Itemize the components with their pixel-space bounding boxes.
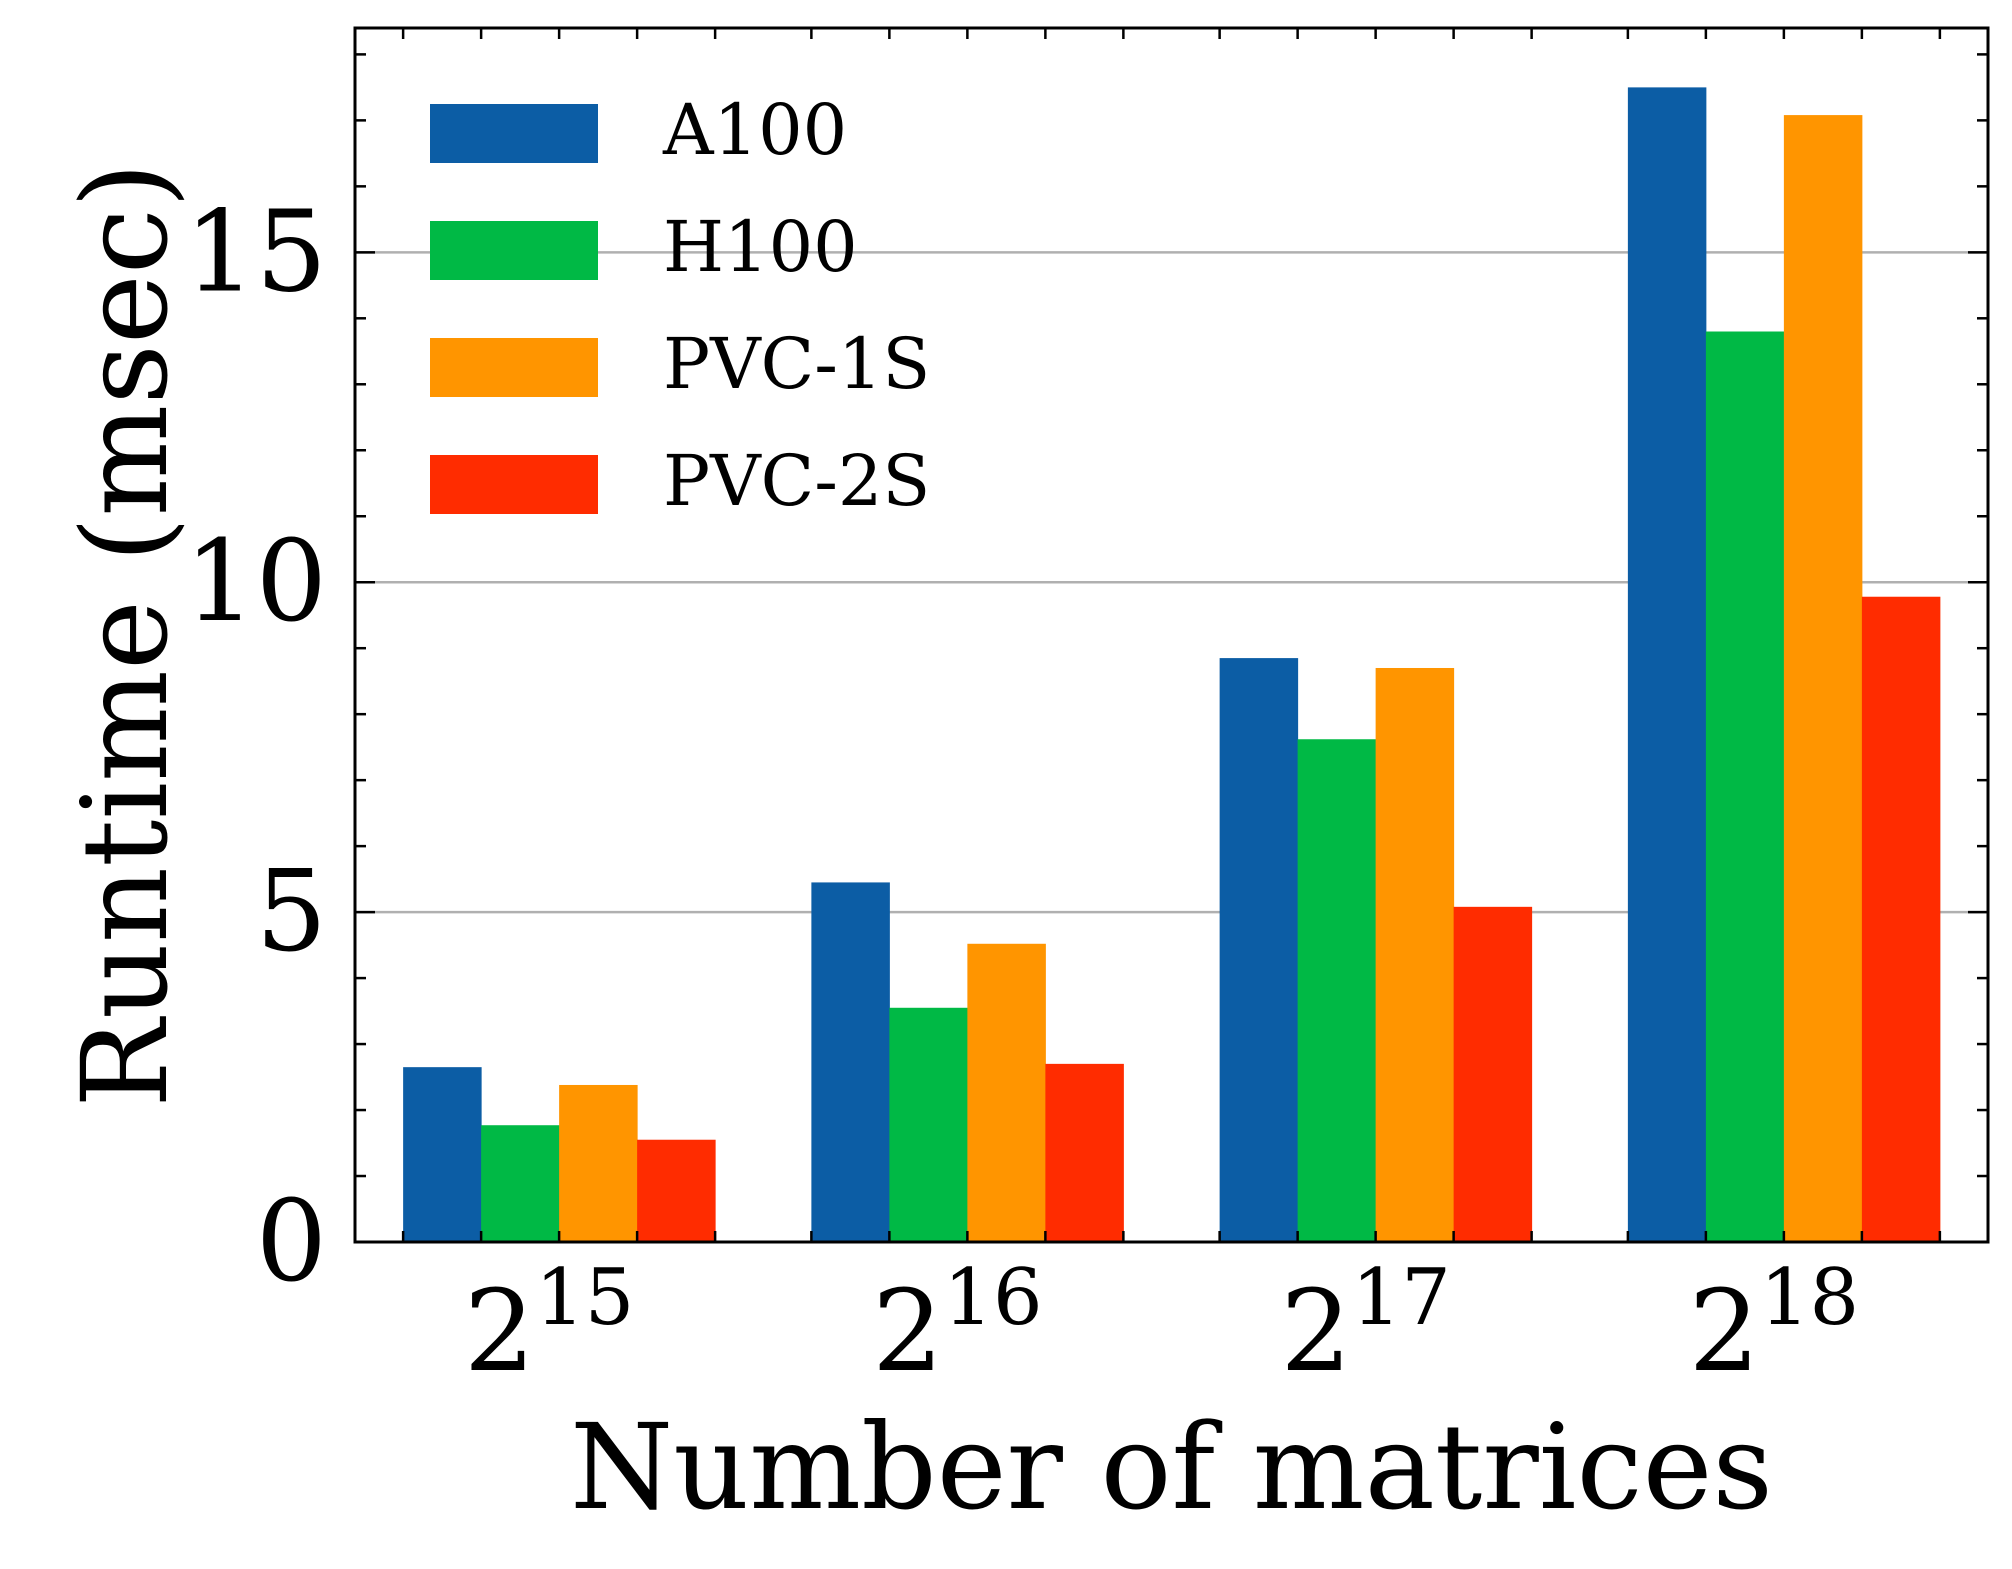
- legend-label-pvc-1s: PVC-1S: [663, 323, 930, 405]
- bar-a100-0: [403, 1067, 482, 1242]
- bar-h100-3: [1705, 331, 1785, 1242]
- y-tick-label-15: 15: [184, 187, 327, 317]
- x-tick-base: 2: [1689, 1267, 1760, 1397]
- legend: A100 H100 PVC-1S PVC-2S: [430, 89, 930, 522]
- x-tick-exponent: 15: [535, 1253, 634, 1343]
- legend-swatch-pvc-2s: [430, 455, 598, 514]
- x-axis-label: Number of matrices: [570, 1398, 1773, 1536]
- legend-label-h100: H100: [663, 206, 858, 288]
- y-tick-label-5: 5: [256, 847, 327, 977]
- legend-swatch-h100: [430, 221, 598, 280]
- bar-a100-3: [1627, 87, 1707, 1243]
- bar-pvc-1s-0: [559, 1084, 638, 1242]
- legend-label-a100: A100: [662, 89, 847, 171]
- axis-ticks: [355, 28, 1988, 1244]
- x-tick-label-2: 217: [1280, 1253, 1451, 1397]
- x-tick-labels: 215 216 217 218: [464, 1253, 1859, 1397]
- bar-a100-1: [811, 882, 890, 1242]
- x-tick-base: 2: [872, 1267, 943, 1397]
- x-tick-exponent: 17: [1352, 1253, 1451, 1343]
- bar-pvc-1s-1: [967, 943, 1046, 1242]
- legend-label-pvc-2s: PVC-2S: [663, 440, 930, 522]
- x-tick-exponent: 16: [943, 1253, 1042, 1343]
- bar-pvc-2s-0: [637, 1139, 716, 1242]
- x-tick-label-3: 218: [1689, 1253, 1860, 1397]
- bar-pvc-1s-3: [1783, 115, 1863, 1242]
- bar-pvc-2s-3: [1861, 596, 1941, 1242]
- bars: [403, 87, 1941, 1243]
- y-tick-labels: 0 5 10 15: [184, 187, 327, 1307]
- x-tick-label-0: 215: [464, 1253, 635, 1397]
- plot-frame: [353, 26, 1990, 1244]
- y-tick-label-0: 0: [256, 1177, 327, 1307]
- bar-h100-0: [481, 1125, 560, 1242]
- x-tick-base: 2: [464, 1267, 535, 1397]
- bar-pvc-2s-1: [1045, 1063, 1124, 1242]
- bar-pvc-2s-2: [1453, 906, 1533, 1242]
- bar-pvc-1s-2: [1375, 667, 1455, 1242]
- y-axis-label: Runtime (msec): [56, 162, 194, 1108]
- x-tick-exponent: 18: [1760, 1253, 1859, 1343]
- bar-h100-2: [1297, 739, 1377, 1242]
- x-tick-label-1: 216: [872, 1253, 1043, 1397]
- legend-swatch-a100: [430, 104, 598, 163]
- bar-a100-2: [1219, 658, 1299, 1242]
- bar-h100-1: [889, 1007, 968, 1242]
- x-tick-base: 2: [1280, 1267, 1351, 1397]
- legend-swatch-pvc-1s: [430, 338, 598, 397]
- y-tick-label-10: 10: [184, 517, 327, 647]
